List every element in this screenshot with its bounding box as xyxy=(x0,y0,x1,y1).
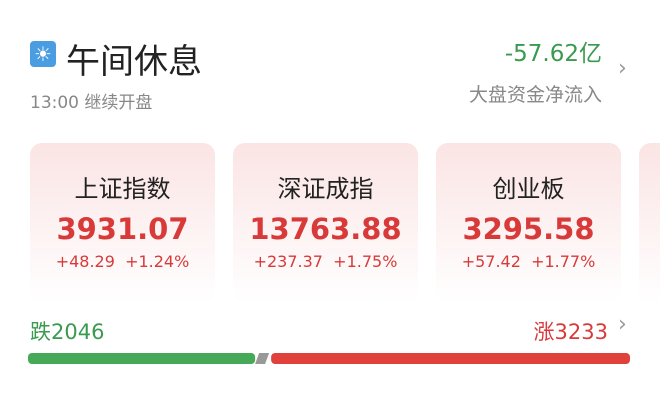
index-value: 3931.07 xyxy=(56,212,189,246)
index-card-partial[interactable] xyxy=(639,143,660,303)
breadth-bar xyxy=(28,353,630,364)
index-change: +48.29 xyxy=(55,252,115,271)
sun-icon: ☀ xyxy=(30,41,56,67)
index-name: 创业板 xyxy=(492,175,565,203)
decliners-count: 跌2046 xyxy=(30,320,105,344)
index-pct: +1.24% xyxy=(125,252,190,271)
chevron-right-icon[interactable]: › xyxy=(618,312,627,337)
fund-flow-label[interactable]: 大盘资金净流入 xyxy=(468,84,602,106)
index-pct: +1.77% xyxy=(531,252,596,271)
index-value: 13763.88 xyxy=(249,212,402,246)
advancers-count[interactable]: 涨3233 xyxy=(533,320,608,344)
index-card[interactable]: 创业板 3295.58 +57.42 +1.77% xyxy=(436,143,621,303)
page-title: 午间休息 xyxy=(66,42,202,82)
index-name: 深证成指 xyxy=(277,175,374,203)
advancers-segment xyxy=(271,353,630,364)
flat-segment xyxy=(255,353,270,364)
index-pct: +1.75% xyxy=(333,252,398,271)
index-card[interactable]: 深证成指 13763.88 +237.37 +1.75% xyxy=(233,143,418,303)
fund-flow-value[interactable]: -57.62亿 xyxy=(504,41,602,67)
subtitle: 13:00 继续开盘 xyxy=(30,93,153,113)
index-change: +57.42 xyxy=(461,252,521,271)
index-value: 3295.58 xyxy=(462,212,595,246)
decliners-segment xyxy=(28,353,256,364)
index-change: +237.37 xyxy=(253,252,323,271)
chevron-right-icon[interactable]: › xyxy=(618,56,627,81)
index-card[interactable]: 上证指数 3931.07 +48.29 +1.24% xyxy=(30,143,215,303)
index-name: 上证指数 xyxy=(74,175,171,203)
